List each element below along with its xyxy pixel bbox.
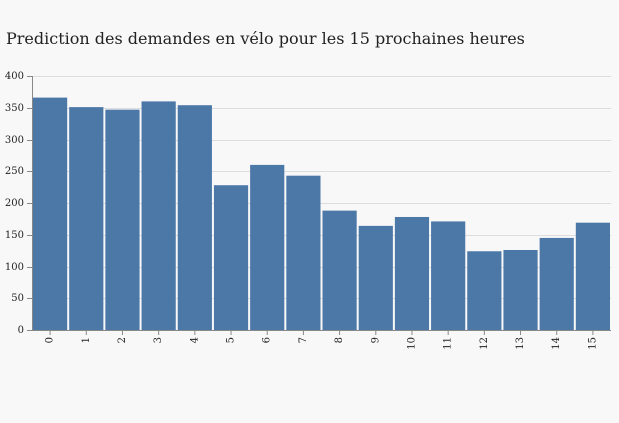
bar-15 [575,222,610,330]
bars [33,97,610,331]
x-tick-label: 3 [153,337,164,343]
x-tick-label: 5 [226,337,237,343]
x-tick-label: 12 [479,337,490,350]
y-tick-label: 50 [11,293,24,304]
bar-12 [467,251,502,330]
bar-0 [33,97,68,330]
y-tick-label: 100 [5,262,24,273]
x-tick-label: 7 [298,337,309,343]
bar-14 [539,237,574,330]
bar-5 [213,185,249,330]
bar-1 [69,107,104,331]
x-tick-label: 11 [443,337,454,350]
x-tick-label: 13 [515,337,526,350]
bar-6 [250,164,285,330]
bar-9 [358,225,393,330]
y-tick-label: 400 [5,71,24,82]
y-tick-label: 250 [5,166,24,177]
bar-10 [394,216,430,330]
x-tick-label: 15 [587,337,598,350]
y-tick-label: 350 [5,103,24,114]
chart-title: Prediction des demandes en vélo pour les… [6,29,525,48]
x-tick-label: 14 [551,337,562,350]
y-tick-label: 150 [5,230,24,241]
bar-11 [431,221,466,330]
x-tick-label: 9 [370,337,381,343]
x-tick-label: 2 [117,337,128,343]
x-tick-label: 0 [45,337,56,343]
y-tick-label: 300 [5,135,24,146]
y-tick-label: 200 [5,198,24,209]
bar-3 [141,101,176,331]
bar-4 [177,105,212,331]
y-tick-label: 0 [18,325,24,336]
x-tick-label: 1 [81,337,92,343]
bar-2 [105,109,140,330]
x-tick-label: 10 [406,337,417,350]
x-tick-label: 6 [262,337,273,343]
bar-7 [286,175,321,330]
bar-8 [322,210,357,330]
x-tick-label: 4 [189,337,200,343]
x-tick-label: 8 [334,337,345,343]
bar-13 [503,249,538,330]
